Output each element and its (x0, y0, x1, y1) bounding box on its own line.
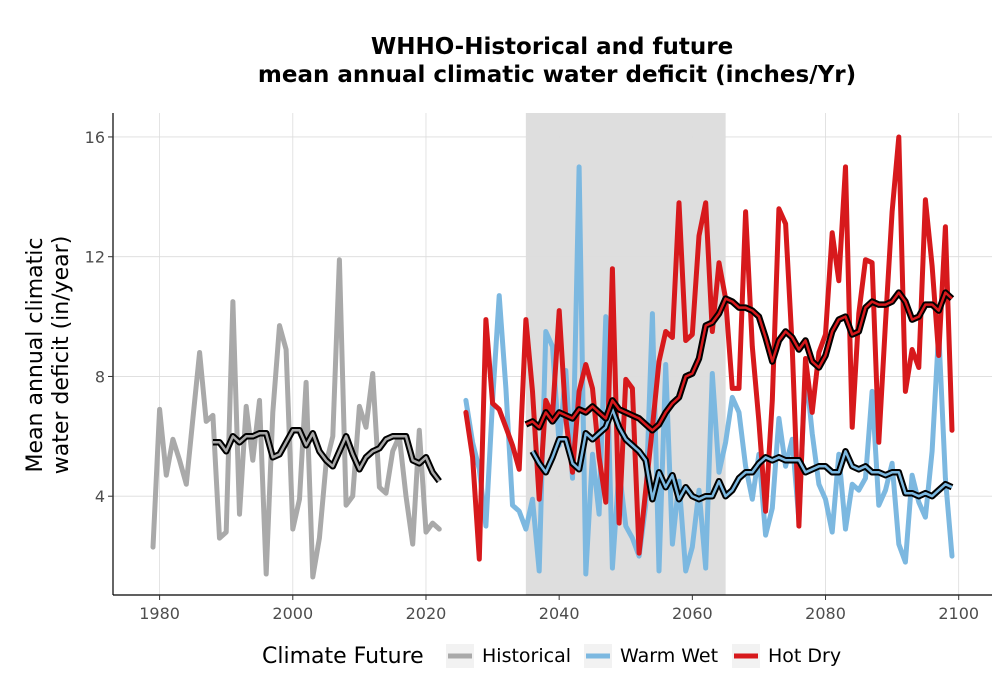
x-tick-label-2100: 2100 (938, 604, 979, 623)
legend-item-historical: Historical (446, 644, 571, 668)
legend-item-hot-dry: Hot Dry (732, 644, 841, 668)
x-tick-label-2040: 2040 (539, 604, 580, 623)
chart-subtitle: mean annual climatic water deficit (inch… (258, 62, 856, 88)
x-tick-label-2060: 2060 (672, 604, 713, 623)
legend-label-hot-dry: Hot Dry (768, 645, 841, 667)
y-axis-title: Mean annual climatic water deficit (in/y… (23, 236, 74, 475)
legend-label-warm-wet: Warm Wet (620, 645, 718, 667)
x-tick-label-2000: 2000 (272, 604, 313, 623)
x-tick-label-1980: 1980 (139, 604, 180, 623)
smooth-line-warm-wet (531, 408, 953, 501)
smooth-line-hot-dry (525, 291, 953, 432)
smooth-line-historical (212, 429, 441, 482)
y-tick-label-4: 4 (95, 487, 105, 506)
legend-label-historical: Historical (482, 645, 571, 667)
series-line-historical (150, 257, 442, 580)
legend-title: Climate Future (262, 644, 424, 669)
y-tick-label-8: 8 (95, 367, 105, 386)
y-axis-title-line-2: water deficit (in/year) (49, 236, 74, 475)
x-tick-label-2020: 2020 (406, 604, 447, 623)
legend-item-warm-wet: Warm Wet (584, 644, 718, 668)
y-tick-label-16: 16 (85, 128, 105, 147)
y-axis-title-line-1: Mean annual climatic (23, 238, 48, 473)
legend: Climate Future Historical Warm Wet Hot D… (262, 644, 841, 669)
chart-title: WHHO-Historical and future (371, 34, 733, 60)
x-tick-label-2080: 2080 (805, 604, 846, 623)
y-tick-label-12: 12 (85, 248, 105, 267)
plot-area: 1980 2000 2020 2040 2060 2080 2100 4 8 12 16 (85, 113, 992, 623)
series-line-warm-wet (463, 164, 955, 577)
series-line-hot-dry (463, 134, 955, 562)
